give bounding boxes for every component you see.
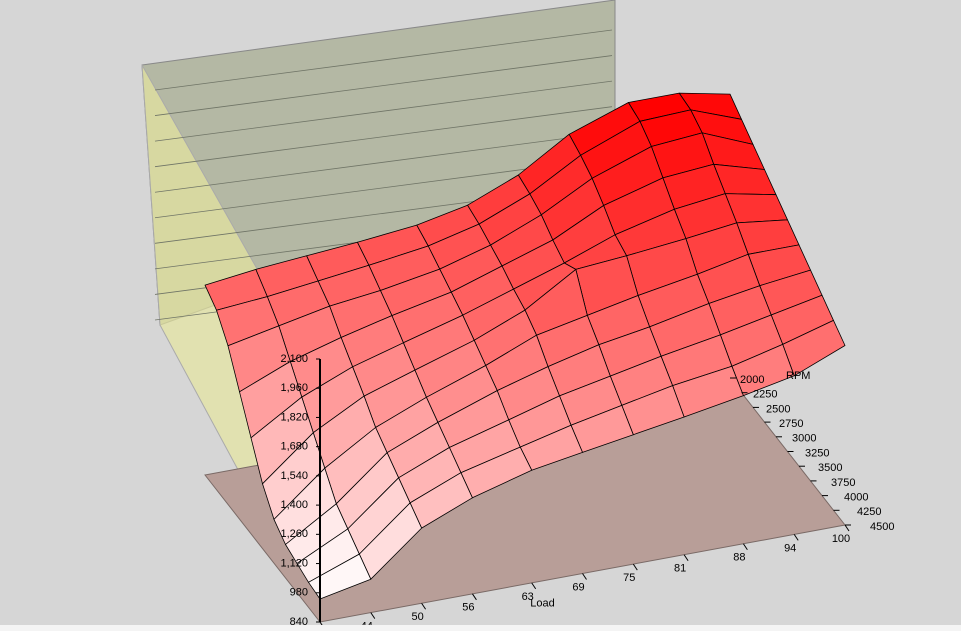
x-axis-label: Load	[530, 597, 554, 609]
wall-grid-line	[154, 29, 613, 91]
x-tick-label: 94	[784, 542, 796, 554]
x-tick	[531, 582, 537, 590]
z-tick-label: 1,680	[280, 441, 308, 453]
x-tick	[472, 593, 477, 601]
z-tick-label: 1,400	[280, 499, 308, 511]
z-tick-label: 980	[290, 587, 308, 599]
x-tick-label: 69	[572, 581, 584, 593]
z-tick-label: 2,100	[280, 353, 308, 365]
wall-grid-line	[154, 131, 613, 193]
x-tick-label: 88	[733, 552, 745, 564]
x-tick	[632, 563, 638, 571]
x-tick	[844, 524, 850, 532]
status-bar	[0, 625, 961, 631]
x-tick	[793, 534, 799, 541]
x-tick-label: 63	[522, 591, 534, 603]
y-tick-label: 3500	[818, 462, 842, 474]
y-axis-label: RPM	[786, 370, 810, 382]
y-tick-label: 4000	[844, 492, 868, 504]
y-tick-label: 2750	[779, 418, 803, 430]
y-tick-label: 3750	[831, 477, 855, 489]
y-tick-label: 4250	[857, 506, 881, 518]
x-tick-label: 50	[411, 611, 423, 623]
wall-grid-line	[154, 106, 613, 168]
z-tick-label: 1,820	[280, 411, 308, 423]
x-tick	[683, 554, 689, 562]
surface-cell	[308, 553, 372, 600]
y-tick-label: 2000	[740, 374, 764, 386]
y-tick-label: 2250	[753, 389, 777, 401]
x-tick	[421, 602, 427, 610]
z-tick-label: 1,120	[280, 557, 308, 569]
z-tick-label: 1,960	[280, 382, 308, 394]
y-tick-label: 2500	[766, 403, 790, 415]
x-tick-label: 81	[674, 563, 686, 575]
x-tick	[742, 543, 748, 551]
x-tick-label: 100	[832, 533, 850, 545]
y-tick-label: 3250	[805, 447, 829, 459]
x-tick	[370, 612, 376, 619]
x-tick	[582, 573, 587, 580]
z-tick-label: 840	[290, 616, 308, 628]
wall-grid-line	[154, 55, 613, 116]
z-tick-label: 1,260	[280, 528, 308, 540]
z-tick-label: 1,540	[280, 470, 308, 482]
x-tick-label: 56	[462, 602, 474, 614]
y-tick-label: 4500	[870, 521, 894, 533]
y-tick-label: 3000	[792, 433, 816, 445]
x-tick-label: 75	[623, 572, 635, 584]
wall-grid-line	[154, 80, 613, 142]
